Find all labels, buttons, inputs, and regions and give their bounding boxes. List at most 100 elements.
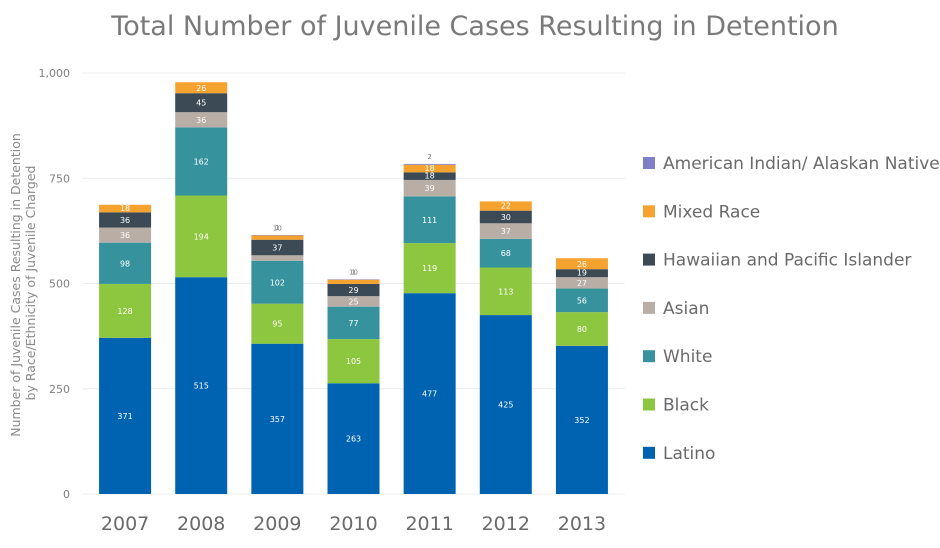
bar-stack-2008: 515 194 162 36 45 26	[175, 82, 228, 494]
legend-label: American Indian/ Alaskan Native	[663, 154, 940, 174]
bar-segment	[555, 345, 608, 494]
legend-item: Black	[643, 396, 709, 416]
bar-data-label: 105	[346, 357, 361, 366]
y-tick-label: 1,000	[39, 67, 71, 80]
bar-data-label: 45	[196, 99, 206, 108]
bar-data-label: 37	[272, 244, 282, 253]
bar-data-label: 128	[117, 307, 132, 316]
chart-title: Total Number of Juvenile Cases Resulting…	[110, 11, 838, 42]
x-tick-label: 2007	[101, 513, 149, 535]
legend-item: White	[643, 347, 712, 367]
bar-segment	[555, 269, 608, 278]
legend-item: Mixed Race	[643, 202, 760, 222]
bar-data-label: 371	[117, 412, 132, 421]
bar-segment	[175, 127, 228, 196]
bar-segment	[327, 339, 380, 384]
bar-data-label: 18	[120, 204, 130, 213]
bar-data-label: 56	[577, 296, 587, 305]
bar-data-label: 119	[422, 264, 437, 273]
bar-data-label: 263	[346, 435, 361, 444]
bar-data-label: 2	[427, 153, 431, 161]
bar-data-label: 37	[501, 227, 511, 236]
bar-segment	[99, 283, 152, 338]
bar-segment	[327, 306, 380, 340]
x-tick-label: 2011	[405, 513, 453, 535]
bar-segment	[251, 235, 304, 240]
bar-segment	[479, 201, 532, 211]
bar-data-label: 1	[275, 224, 279, 232]
bar-data-label: 36	[120, 216, 130, 225]
bar-data-label: 10	[273, 225, 282, 233]
bar-segment	[175, 93, 228, 113]
bar-stack-2012: 425 113 68 37 30 22	[479, 201, 532, 494]
bar-segment	[251, 343, 304, 494]
bar-data-label: 102	[270, 278, 285, 287]
bar-stack-2007: 371 128 98 36 36 18	[99, 204, 152, 494]
bar-segment	[99, 204, 152, 213]
x-tick-label: 2010	[329, 513, 377, 535]
legend-label: Asian	[663, 299, 709, 319]
bar-segment	[251, 303, 304, 344]
bar-data-label: 111	[422, 216, 437, 225]
bar-data-label: 77	[348, 319, 358, 328]
bar-segment	[175, 195, 228, 278]
legend-swatch	[643, 350, 655, 363]
x-axis-ticks: 2007 2008 2009 2010 2011 2012 2013	[101, 513, 606, 535]
bar-data-label: 98	[120, 259, 130, 268]
legend-item: American Indian/ Alaskan Native	[643, 154, 940, 174]
bar-segment	[99, 227, 152, 243]
bar-data-label: 1	[351, 268, 355, 276]
bar-data-label: 95	[272, 320, 282, 329]
bar-data-label: 80	[577, 325, 587, 334]
bar-data-label: 68	[501, 249, 511, 258]
bar-segment	[99, 242, 152, 284]
x-tick-label: 2012	[482, 513, 530, 535]
bar-data-label: 26	[577, 260, 587, 269]
y-axis-ticks: 0 250 500 750 1,000	[39, 67, 71, 501]
legend-item: Hawaiian and Pacific Islander	[643, 251, 911, 271]
bar-segment	[479, 315, 532, 494]
y-axis-label-line-1: Number of Juvenile Cases Resulting in De…	[8, 133, 23, 437]
bar-data-label: 19	[577, 268, 587, 277]
legend: American Indian/ Alaskan Native Mixed Rac…	[643, 154, 940, 464]
bar-segment	[327, 383, 380, 494]
bar-data-label: 352	[574, 416, 589, 425]
legend-item: Latino	[643, 444, 715, 464]
legend-label: Black	[663, 396, 709, 416]
bar-segment	[479, 210, 532, 224]
legend-label: Mixed Race	[663, 202, 760, 222]
bar-segment	[175, 277, 228, 494]
legend-swatch	[643, 301, 655, 314]
bar-stack-2009: 357951021337101	[251, 224, 304, 494]
y-axis-label: Number of Juvenile Cases Resulting in De…	[8, 129, 38, 437]
legend-label: Hawaiian and Pacific Islander	[663, 251, 911, 271]
bar-data-label: 36	[196, 116, 206, 125]
legend-swatch	[643, 398, 655, 411]
bar-data-label: 162	[194, 157, 209, 166]
bar-segment	[251, 255, 304, 261]
x-tick-label: 2013	[558, 513, 606, 535]
bar-data-label: 515	[194, 382, 209, 391]
bar-segment	[403, 196, 456, 244]
y-tick-label: 500	[49, 278, 70, 291]
bar-segment	[327, 296, 380, 307]
bar-segment	[479, 223, 532, 239]
bar-segment	[403, 293, 456, 494]
bar-data-label: 26	[196, 84, 206, 93]
bar-segment	[251, 260, 304, 304]
bar-segment	[99, 212, 152, 228]
bar-segment	[555, 288, 608, 313]
y-tick-label: 750	[49, 172, 70, 185]
bar-data-label: 18	[425, 164, 435, 173]
legend-swatch	[643, 157, 655, 169]
legend-label: White	[663, 347, 712, 367]
legend-swatch	[643, 253, 655, 266]
bar-segment	[479, 238, 532, 268]
bar-segment	[403, 172, 456, 180]
legend-item: Asian	[643, 299, 709, 319]
bar-data-label: 194	[194, 232, 209, 241]
